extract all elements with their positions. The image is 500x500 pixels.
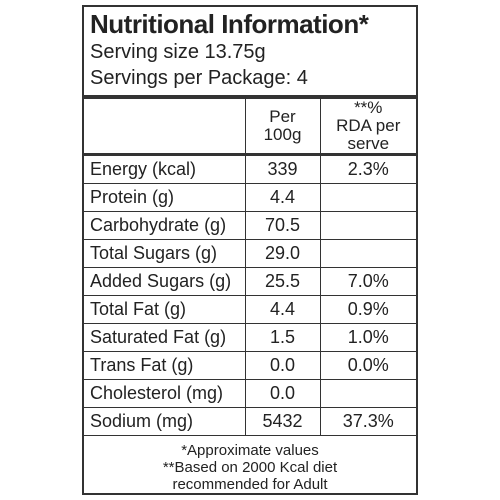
nutrient-row: Energy (kcal) 339 2.3% bbox=[84, 154, 416, 184]
nutrient-name: Total Fat (g) bbox=[84, 295, 246, 324]
rda-percent: 37.3% bbox=[320, 407, 416, 436]
rda-percent: 7.0% bbox=[320, 267, 416, 296]
rda-percent bbox=[320, 239, 416, 268]
per-100g: 5432 bbox=[245, 407, 321, 436]
nutrition-label: Nutritional Information* Serving size 13… bbox=[82, 5, 418, 495]
header-row: Per 100g **% RDA per serve bbox=[84, 99, 416, 156]
serving-size: Serving size 13.75g bbox=[90, 41, 266, 63]
header-cell bbox=[84, 99, 246, 156]
rda-percent bbox=[320, 183, 416, 212]
footnotes: *Approximate values **Based on 2000 Kcal… bbox=[84, 436, 416, 493]
rda-percent: 1.0% bbox=[320, 323, 416, 352]
rda-percent: 0.9% bbox=[320, 295, 416, 324]
nutrient-row: Total Sugars (g) 29.0 bbox=[84, 239, 416, 268]
table-body: Per 100g **% RDA per serve Energy (kcal)… bbox=[84, 99, 416, 436]
nutrient-name: Total Sugars (g) bbox=[84, 239, 246, 268]
label-header: Nutritional Information* Serving size 13… bbox=[84, 7, 416, 99]
rda-percent bbox=[320, 211, 416, 240]
footnote: *Approximate values bbox=[181, 442, 319, 459]
nutrient-row: Trans Fat (g) 0.0 0.0% bbox=[84, 351, 416, 380]
nutrient-row: Total Fat (g) 4.4 0.9% bbox=[84, 295, 416, 324]
nutrient-name: Carbohydrate (g) bbox=[84, 211, 246, 240]
rda-percent: 0.0% bbox=[320, 351, 416, 380]
per-100g: 4.4 bbox=[245, 183, 321, 212]
title: Nutritional Information* bbox=[90, 9, 369, 39]
header-cell: Per 100g bbox=[245, 99, 321, 156]
per-100g: 0.0 bbox=[245, 351, 321, 380]
nutrient-name: Cholesterol (mg) bbox=[84, 379, 246, 408]
nutrient-row: Carbohydrate (g) 70.5 bbox=[84, 211, 416, 240]
nutrient-row: Cholesterol (mg) 0.0 bbox=[84, 379, 416, 408]
nutrient-row: Added Sugars (g) 25.5 7.0% bbox=[84, 267, 416, 296]
rda-percent: 2.3% bbox=[320, 154, 416, 184]
per-100g: 29.0 bbox=[245, 239, 321, 268]
per-100g: 0.0 bbox=[245, 379, 321, 408]
nutrient-name: Trans Fat (g) bbox=[84, 351, 246, 380]
per-100g: 25.5 bbox=[245, 267, 321, 296]
nutrient-name: Energy (kcal) bbox=[84, 154, 246, 184]
nutrient-name: Added Sugars (g) bbox=[84, 267, 246, 296]
per-100g: 4.4 bbox=[245, 295, 321, 324]
per-100g: 70.5 bbox=[245, 211, 321, 240]
nutrient-row: Saturated Fat (g) 1.5 1.0% bbox=[84, 323, 416, 352]
header-cell: **% RDA per serve bbox=[320, 99, 416, 156]
rda-percent bbox=[320, 379, 416, 408]
servings-per-package: Servings per Package: 4 bbox=[90, 67, 308, 89]
footnote: **Based on 2000 Kcal diet recommended fo… bbox=[162, 459, 338, 493]
nutrient-name: Protein (g) bbox=[84, 183, 246, 212]
nutrient-name: Sodium (mg) bbox=[84, 407, 246, 436]
nutrient-name: Saturated Fat (g) bbox=[84, 323, 246, 352]
nutrient-row: Sodium (mg) 5432 37.3% bbox=[84, 407, 416, 436]
nutrition-table: Per 100g **% RDA per serve Energy (kcal)… bbox=[84, 99, 416, 436]
per-100g: 1.5 bbox=[245, 323, 321, 352]
nutrient-row: Protein (g) 4.4 bbox=[84, 183, 416, 212]
per-100g: 339 bbox=[245, 154, 321, 184]
